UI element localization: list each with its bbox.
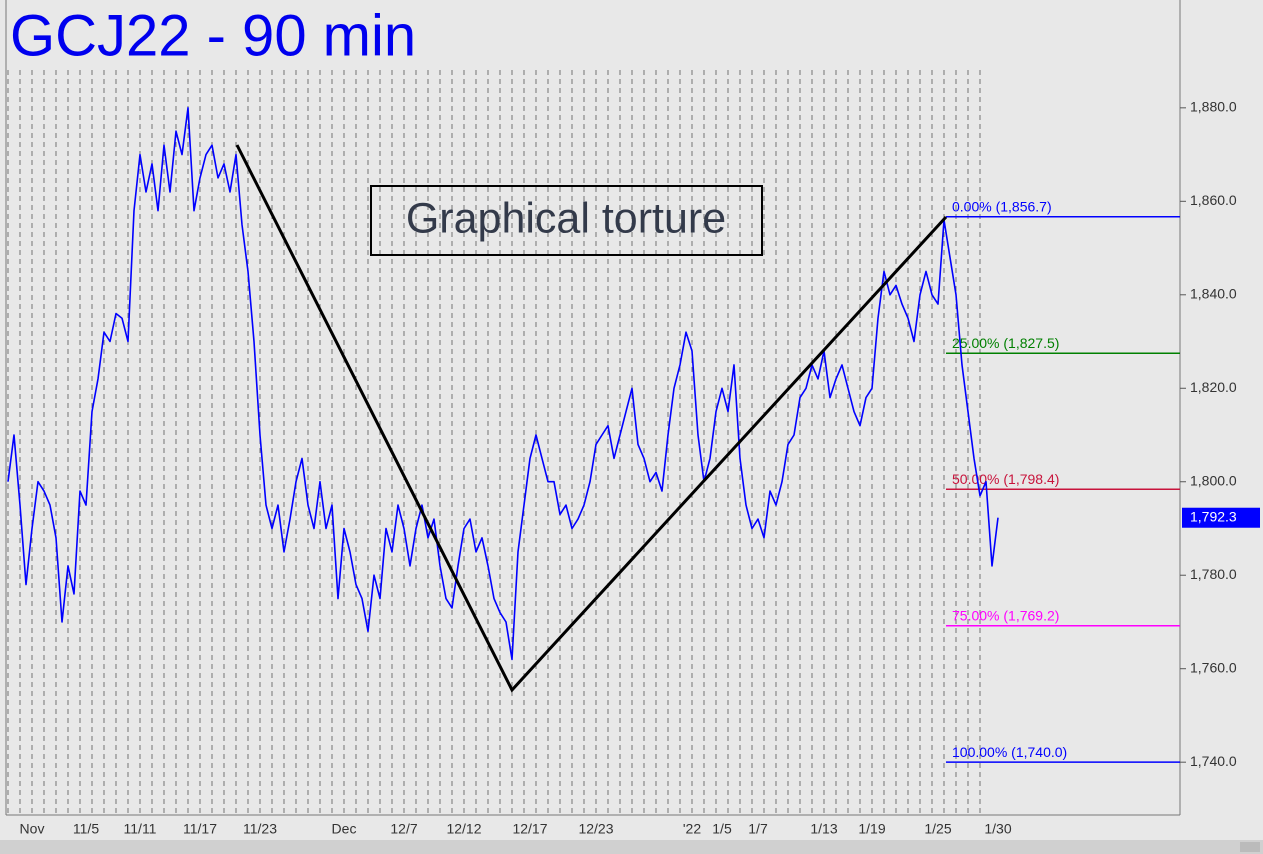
x-tick-label: 11/11 (124, 821, 157, 837)
x-tick-label: 12/17 (512, 821, 547, 837)
x-tick-label: 12/7 (390, 821, 417, 837)
y-tick-label: 1,800.0 (1190, 472, 1237, 488)
level-label: 50.00% (1,798.4) (952, 471, 1059, 487)
x-tick-label: 1/7 (748, 821, 768, 837)
x-tick-label: 1/30 (984, 821, 1011, 837)
level-label: 75.00% (1,769.2) (952, 607, 1059, 623)
plot-layer: 0.00% (1,856.7) 25.00% (1,827.5) 50.00% (1… (7, 107, 1180, 763)
y-tick-label: 1,780.0 (1190, 566, 1237, 582)
x-tick-label: Nov (20, 821, 45, 837)
y-tick-label: 1,760.0 (1190, 659, 1237, 675)
x-tick-label: 11/23 (243, 821, 277, 837)
x-tick-label: 11/17 (183, 821, 217, 837)
x-tick-label: '22 (683, 821, 701, 837)
annotation-box (370, 185, 763, 256)
x-tick-label: 1/5 (712, 821, 732, 837)
y-tick-label: 1,840.0 (1190, 285, 1237, 301)
x-tick-label: Dec (332, 821, 357, 837)
level-label: 100.00% (1,740.0) (952, 744, 1067, 760)
y-tick-label: 1,860.0 (1190, 192, 1237, 208)
zigzag-line (235, 144, 948, 693)
last-price-box (1182, 507, 1260, 528)
x-tick-label: 1/19 (858, 821, 885, 837)
level-label: 0.00% (1,856.7) (952, 198, 1052, 214)
y-tick-label: 1,880.0 (1190, 99, 1237, 115)
last-price-label: 1,792.3 (1190, 508, 1237, 524)
x-tick-label: 12/12 (446, 821, 481, 837)
annotation: Graphical torture (406, 194, 726, 242)
scroll-thumb[interactable] (1240, 842, 1260, 852)
grid-layer (7, 70, 981, 815)
price-line (7, 107, 999, 661)
y-tick-label: 1,740.0 (1190, 753, 1237, 769)
level-label: 25.00% (1,827.5) (952, 335, 1059, 351)
x-tick-label: 12/23 (578, 821, 613, 837)
y-tick-label: 1,820.0 (1190, 379, 1237, 395)
x-tick-label: 11/5 (73, 821, 99, 837)
chart-title: GCJ22 - 90 min (10, 3, 416, 68)
x-tick-label: 1/13 (810, 821, 837, 837)
x-tick-label: 1/25 (924, 821, 951, 837)
scrollbar[interactable] (0, 840, 1263, 854)
